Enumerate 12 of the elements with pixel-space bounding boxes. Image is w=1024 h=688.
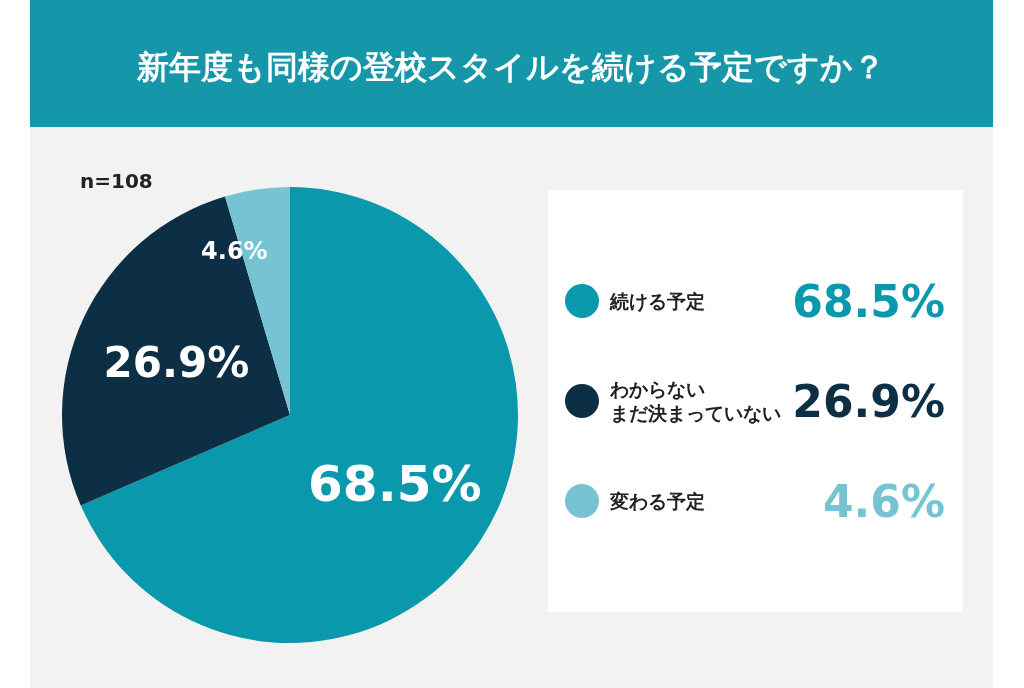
pie-slice (80, 187, 518, 643)
data-label: 26.9% (103, 337, 250, 387)
text: 68.5% (792, 276, 945, 327)
pie-slice (62, 196, 290, 506)
legend-label: 続ける予定 (609, 290, 705, 312)
text: 26.9% (792, 376, 945, 427)
text: n=108 (80, 169, 153, 193)
legend-label: 変わる予定 (609, 490, 705, 512)
chart-title: 新年度も同様の登校スタイルを続ける予定ですか？ (136, 48, 885, 86)
legend-label: わからないまだ決まっていない (609, 378, 781, 424)
data-label: 68.5% (308, 455, 482, 514)
text: 4.6% (822, 476, 945, 527)
